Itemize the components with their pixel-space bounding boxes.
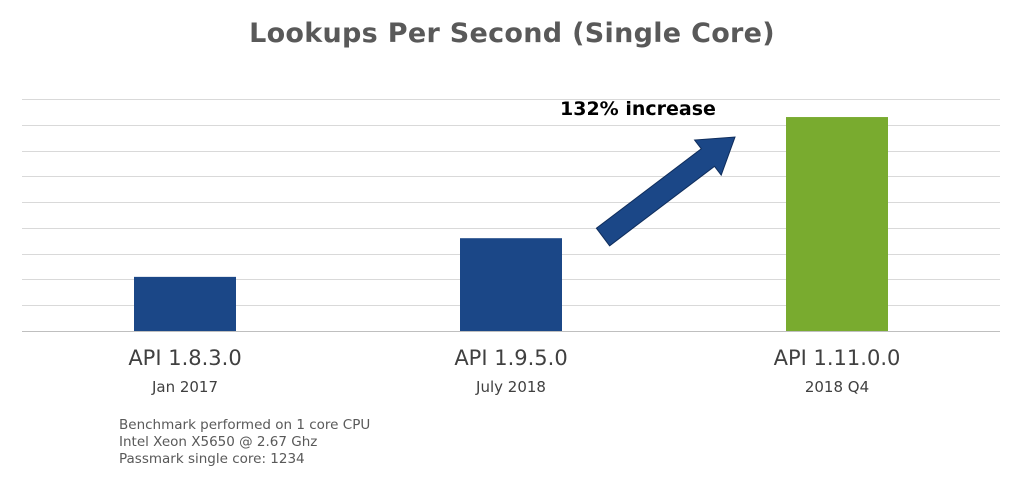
footnote-line: Passmark single core: 1234 xyxy=(119,451,305,467)
category-label: API 1.8.3.0 xyxy=(128,346,242,370)
bar xyxy=(134,276,236,331)
footnote-line: Benchmark performed on 1 core CPU xyxy=(119,417,371,433)
annotation-label: 132% increase xyxy=(560,98,716,120)
bar xyxy=(786,117,888,332)
bars xyxy=(134,117,888,332)
benchmark-footnote: Benchmark performed on 1 core CPU Intel … xyxy=(119,417,370,468)
category-label: API 1.11.0.0 xyxy=(773,346,901,370)
footnote-line: Intel Xeon X5650 @ 2.67 Ghz xyxy=(119,434,318,450)
category-sublabel: Jan 2017 xyxy=(151,378,219,396)
category-sublabel: July 2018 xyxy=(476,378,546,396)
bar xyxy=(460,238,562,331)
category-sublabel: 2018 Q4 xyxy=(804,378,870,396)
chart-title: Lookups Per Second (Single Core) xyxy=(249,18,775,49)
category-label: API 1.9.5.0 xyxy=(454,346,568,370)
increase-arrow xyxy=(595,136,736,247)
